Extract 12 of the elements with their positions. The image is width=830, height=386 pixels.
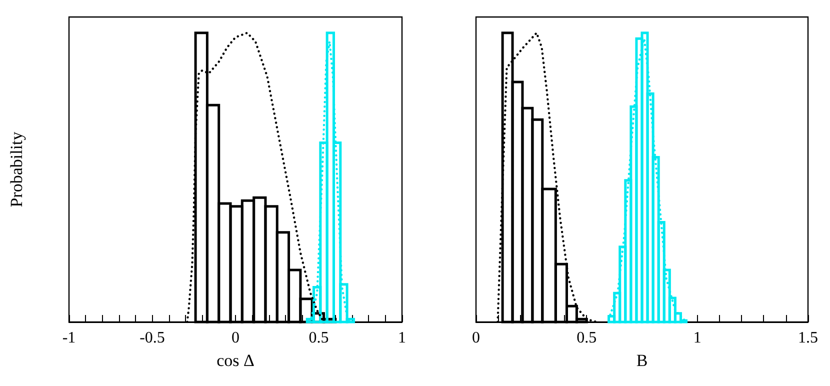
x-tick-label: 0 [232,330,240,346]
x-tick-label: 1 [398,330,406,346]
x-tick-label: 1.5 [798,330,818,346]
x-axis-title: cos Δ [216,351,254,370]
x-tick-label: -0.5 [140,330,165,346]
x-axis-title: B [636,351,648,370]
x-tick-label: -1 [62,330,76,346]
x-tick-label: 0.5 [576,330,597,346]
x-tick-label: 1 [693,330,702,346]
x-tick-label: 0 [472,330,480,346]
x-tick-label: 0.5 [308,330,329,346]
y-axis-title: Probability [7,131,26,208]
